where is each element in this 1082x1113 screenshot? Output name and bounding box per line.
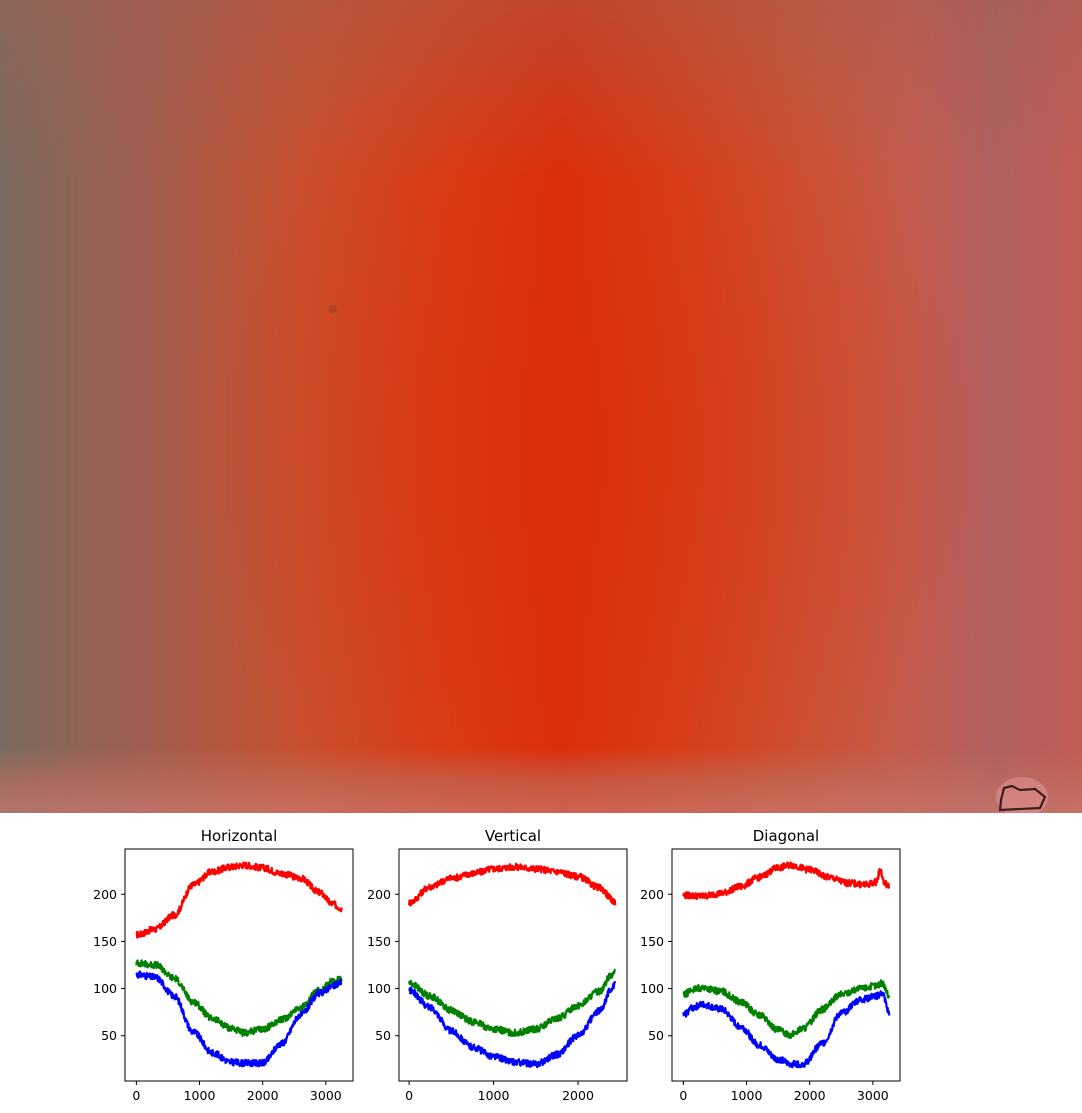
series-line bbox=[408, 981, 617, 1069]
y-tick-label: 150 bbox=[640, 934, 664, 949]
series-group bbox=[682, 861, 891, 1069]
plot-frame bbox=[671, 848, 901, 1082]
x-tick-label: 0 bbox=[132, 1088, 140, 1103]
y-tick-label: 50 bbox=[648, 1028, 664, 1043]
y-tick-label: 200 bbox=[640, 887, 664, 902]
photo-bottom-band bbox=[0, 0, 1082, 813]
plot-frame bbox=[124, 848, 354, 1082]
y-tick-label: 100 bbox=[640, 981, 664, 996]
y-tick-label: 200 bbox=[93, 887, 117, 902]
series-line bbox=[682, 979, 891, 1040]
series-line bbox=[135, 861, 343, 939]
x-tick-label: 2000 bbox=[794, 1088, 826, 1103]
y-tick-label: 150 bbox=[367, 934, 391, 949]
x-tick-label: 3000 bbox=[310, 1088, 342, 1103]
series-line bbox=[682, 861, 891, 901]
series-group bbox=[135, 861, 343, 1068]
y-tick-label: 100 bbox=[93, 981, 117, 996]
chart-title: Diagonal bbox=[753, 827, 819, 845]
x-tick-label: 2000 bbox=[562, 1088, 594, 1103]
y-tick-label: 200 bbox=[367, 887, 391, 902]
series-line bbox=[135, 970, 343, 1068]
x-tick-label: 1000 bbox=[478, 1088, 510, 1103]
series-line bbox=[408, 862, 617, 907]
series-group bbox=[408, 862, 617, 1069]
photo-corner-mark bbox=[329, 305, 1048, 813]
x-tick-label: 2000 bbox=[247, 1088, 279, 1103]
x-tick-label: 0 bbox=[405, 1088, 413, 1103]
x-tick-label: 0 bbox=[679, 1088, 687, 1103]
y-tick-label: 50 bbox=[101, 1028, 117, 1043]
photo-image bbox=[0, 0, 1082, 813]
chart-title: Horizontal bbox=[201, 827, 278, 845]
x-tick-label: 1000 bbox=[731, 1088, 763, 1103]
series-line bbox=[682, 990, 891, 1069]
y-tick-label: 50 bbox=[375, 1028, 391, 1043]
chart-title: Vertical bbox=[485, 827, 541, 845]
y-tick-label: 150 bbox=[93, 934, 117, 949]
series-line bbox=[135, 959, 343, 1037]
y-tick-label: 100 bbox=[367, 981, 391, 996]
x-tick-label: 3000 bbox=[857, 1088, 889, 1103]
x-tick-label: 1000 bbox=[184, 1088, 216, 1103]
plot-frame bbox=[398, 848, 628, 1082]
series-line bbox=[408, 968, 617, 1037]
